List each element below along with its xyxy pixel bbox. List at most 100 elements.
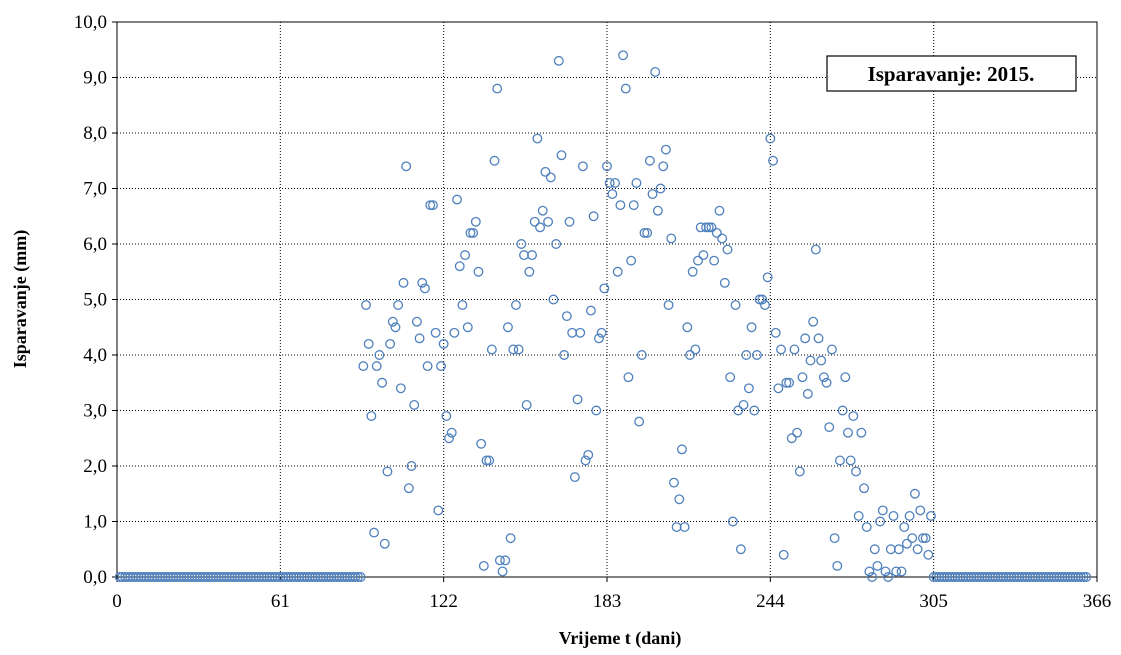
data-point xyxy=(687,266,698,277)
data-point xyxy=(441,411,452,422)
data-point xyxy=(690,344,701,355)
data-point xyxy=(714,205,725,216)
data-point xyxy=(658,161,669,172)
data-point xyxy=(527,250,537,261)
data-point xyxy=(682,322,693,333)
data-points xyxy=(114,50,1092,582)
data-point xyxy=(872,560,883,571)
data-point xyxy=(920,533,931,544)
data-point xyxy=(460,250,471,261)
data-point xyxy=(859,483,869,494)
data-point xyxy=(631,177,642,188)
x-tick-label: 244 xyxy=(756,591,785,612)
data-point xyxy=(425,200,436,211)
data-point xyxy=(436,361,446,372)
data-point xyxy=(505,533,516,544)
data-point xyxy=(561,311,572,322)
data-point xyxy=(869,544,880,555)
data-point xyxy=(446,427,457,438)
data-point xyxy=(840,372,851,383)
data-point xyxy=(674,494,685,505)
data-point xyxy=(907,533,918,544)
y-tick-label: 8,0 xyxy=(83,123,107,144)
y-tick-label: 9,0 xyxy=(83,68,107,89)
data-point xyxy=(417,277,428,288)
data-point xyxy=(521,400,532,410)
data-point xyxy=(765,133,776,144)
data-point xyxy=(369,527,379,538)
data-point xyxy=(594,333,604,344)
data-point xyxy=(607,189,618,200)
y-axis-title: Isparavanje (mm) xyxy=(10,230,31,368)
data-point xyxy=(374,350,385,360)
data-point xyxy=(393,300,404,311)
x-tick-label: 366 xyxy=(1083,591,1112,612)
data-point xyxy=(454,261,465,272)
data-point xyxy=(524,266,535,277)
data-point xyxy=(741,350,752,360)
x-tick-label: 122 xyxy=(429,591,458,612)
data-point xyxy=(545,172,556,183)
data-point xyxy=(797,372,808,383)
data-point xyxy=(591,405,602,416)
data-point xyxy=(698,250,709,261)
data-point xyxy=(703,222,714,233)
data-point xyxy=(794,466,805,477)
data-point xyxy=(366,411,377,422)
data-point xyxy=(462,322,473,333)
data-point xyxy=(685,350,695,360)
data-point xyxy=(746,322,757,333)
data-point xyxy=(655,183,666,194)
data-point xyxy=(891,566,902,577)
data-point xyxy=(909,488,920,499)
data-point xyxy=(377,377,388,388)
data-point xyxy=(612,266,623,277)
data-point xyxy=(551,239,562,249)
data-point xyxy=(537,205,548,216)
data-point xyxy=(387,316,398,327)
data-point xyxy=(749,405,760,416)
data-point xyxy=(468,227,479,238)
data-point xyxy=(805,355,816,366)
data-point xyxy=(564,216,575,227)
data-point xyxy=(647,189,658,200)
data-point xyxy=(350,572,361,582)
data-point xyxy=(513,344,524,355)
y-tick-label: 0,0 xyxy=(83,567,107,588)
data-point xyxy=(355,572,366,582)
data-point xyxy=(663,300,674,311)
data-point xyxy=(701,222,712,233)
data-point xyxy=(556,150,567,161)
data-point xyxy=(861,522,872,533)
data-point xyxy=(792,427,803,438)
data-point xyxy=(484,455,495,466)
data-point xyxy=(602,161,612,172)
data-point xyxy=(899,522,910,533)
data-point xyxy=(470,216,481,227)
data-point xyxy=(457,300,468,311)
data-point xyxy=(733,405,744,416)
data-point xyxy=(877,505,888,516)
data-point xyxy=(875,516,886,527)
data-point xyxy=(363,338,374,349)
data-point xyxy=(679,522,690,533)
data-point xyxy=(776,344,786,355)
data-point xyxy=(829,533,840,544)
y-tick-label: 1,0 xyxy=(83,512,107,533)
data-point xyxy=(738,400,749,410)
data-point xyxy=(832,560,843,571)
y-tick-label: 4,0 xyxy=(83,345,107,366)
data-point xyxy=(693,255,703,266)
data-point xyxy=(762,272,773,283)
data-point xyxy=(773,383,784,394)
data-point xyxy=(650,66,661,77)
data-point xyxy=(778,549,789,560)
data-point xyxy=(583,449,594,460)
data-point xyxy=(492,83,503,94)
data-point xyxy=(816,355,827,366)
data-point xyxy=(382,466,393,477)
y-tick-label: 3,0 xyxy=(83,401,107,422)
data-point xyxy=(511,300,521,311)
